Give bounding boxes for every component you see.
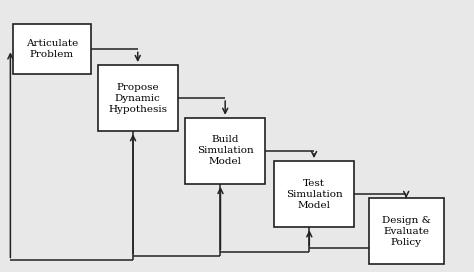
FancyBboxPatch shape xyxy=(13,24,91,75)
FancyBboxPatch shape xyxy=(274,161,354,227)
Text: Design &
Evaluate
Policy: Design & Evaluate Policy xyxy=(382,216,431,247)
Text: Propose
Dynamic
Hypothesis: Propose Dynamic Hypothesis xyxy=(108,82,167,114)
Text: Articulate
Problem: Articulate Problem xyxy=(26,39,78,60)
FancyBboxPatch shape xyxy=(185,118,265,184)
FancyBboxPatch shape xyxy=(98,65,178,131)
FancyBboxPatch shape xyxy=(369,198,444,264)
Text: Build
Simulation
Model: Build Simulation Model xyxy=(197,135,254,166)
Text: Test
Simulation
Model: Test Simulation Model xyxy=(286,179,342,210)
